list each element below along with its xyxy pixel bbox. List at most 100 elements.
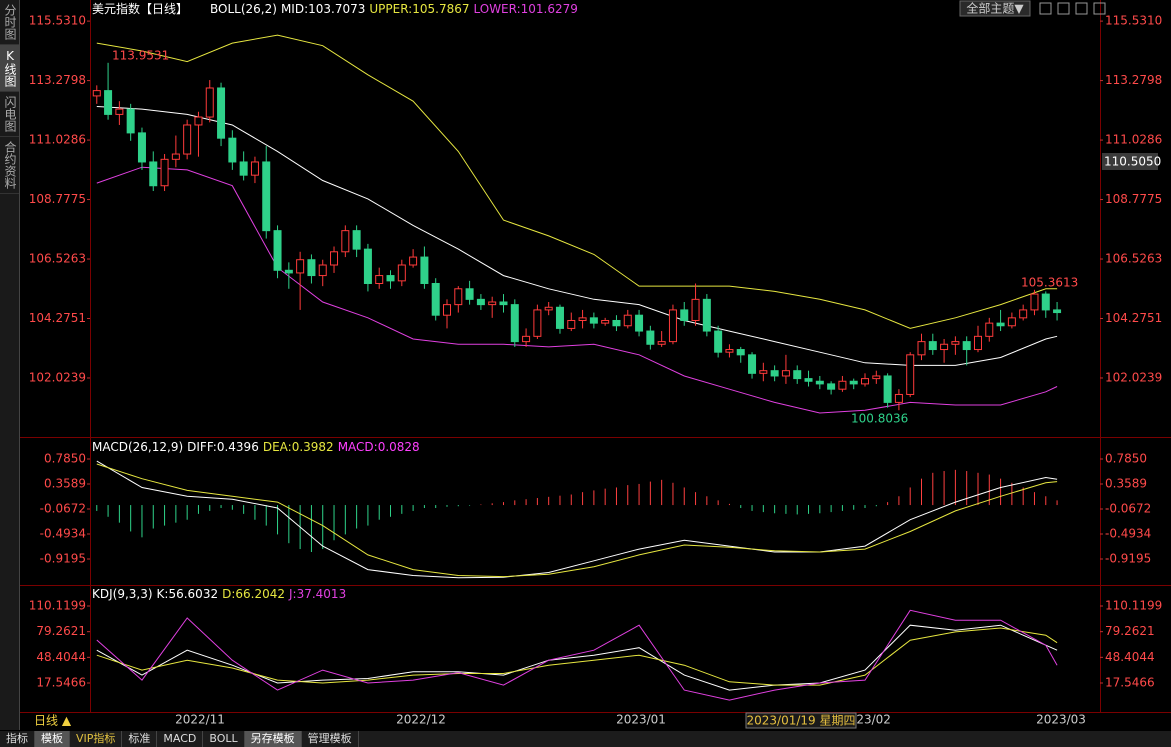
candle-body [589, 317, 598, 324]
y-tick-label: 104.2751 [29, 311, 86, 325]
panel-title: 美元指数【日线】 [92, 1, 188, 16]
candle-body [443, 304, 452, 316]
candle-body [239, 161, 248, 176]
candle-body [736, 349, 745, 356]
candle-body [262, 161, 271, 232]
crosshair-label-bg [745, 712, 857, 729]
legend-entry: LOWER:101.6279 [473, 2, 577, 16]
candle-body [465, 288, 474, 300]
y-tick-label: -0.0672 [1105, 502, 1151, 516]
y-tick-label: 108.7775 [29, 192, 86, 206]
side-tab[interactable]: K线图 [0, 45, 19, 92]
candle-body [894, 393, 903, 403]
y-tick-label: -0.0672 [40, 502, 86, 516]
candle-body [962, 341, 971, 351]
candle-body [375, 275, 384, 284]
candle-body [194, 116, 203, 126]
candle-body [928, 341, 937, 351]
candle-body [363, 248, 372, 284]
candle-body [623, 314, 632, 327]
tab[interactable]: 指标 [0, 731, 35, 747]
tab[interactable]: 另存模板 [244, 731, 302, 747]
candle-body [985, 322, 994, 337]
candle-body [307, 259, 316, 277]
side-tab[interactable]: 闪电图 [0, 92, 19, 137]
candle-body [1041, 293, 1050, 311]
indicator-line [96, 34, 1058, 329]
candle-body [171, 153, 180, 160]
y-tick-label: 113.2798 [29, 73, 86, 87]
y-tick-label: 0.3589 [1105, 477, 1147, 491]
sidebar: 分时图 K线图 闪电图 合约资料 [0, 0, 20, 730]
candle-body [137, 132, 146, 163]
candle-body [386, 275, 395, 282]
y-tick-label: 0.7850 [44, 452, 86, 466]
candle-body [578, 317, 587, 321]
candle-body [250, 161, 259, 176]
theme-button[interactable]: 全部主题▼ [966, 1, 1024, 16]
candle-body [759, 370, 768, 374]
toolbar-icon [1075, 2, 1088, 15]
candle-body [454, 288, 463, 306]
candle-body [917, 341, 926, 356]
candle-body [115, 108, 124, 115]
indicator-line [96, 624, 1058, 691]
y-tick-label: 102.0239 [29, 370, 86, 384]
panel-title: MACD(26,12,9) [92, 440, 183, 454]
candle-body [1053, 309, 1062, 314]
legend-entry: MACD:0.0828 [338, 440, 420, 454]
candle-body [612, 319, 621, 327]
candle-body [533, 309, 542, 337]
candle-body [330, 251, 339, 266]
candle-body [973, 335, 982, 351]
candle-body [149, 161, 158, 187]
candle-body [397, 264, 406, 282]
toolbar-icon [1057, 2, 1070, 15]
legend-entry: J:37.4013 [288, 587, 346, 601]
candle-body [668, 309, 677, 343]
candle-body [499, 301, 508, 306]
indicator-line [96, 463, 1058, 578]
candle-body [815, 380, 824, 385]
toolbar-icon [1039, 2, 1052, 15]
toolbar-icon [1093, 2, 1106, 15]
tab[interactable]: 管理模板 [302, 731, 359, 747]
candle-body [183, 124, 192, 155]
tab[interactable]: 模板 [35, 731, 70, 747]
candle-body [714, 330, 723, 353]
candle-body [906, 354, 915, 395]
period-selector[interactable]: 日线 ▲ [34, 714, 72, 728]
y-tick-label: 79.2621 [36, 624, 86, 638]
y-tick-label: 111.0286 [1105, 133, 1162, 147]
tab[interactable]: 标准 [122, 731, 158, 747]
side-tab[interactable]: 分时图 [0, 0, 19, 45]
indicator-name: BOLL(26,2) [210, 2, 277, 16]
candle-body [544, 306, 553, 311]
candle-body [217, 87, 226, 139]
indicator-line [96, 166, 1058, 414]
legend-entry: MID:103.7073 [281, 2, 365, 16]
tab[interactable]: BOLL [203, 731, 245, 747]
annotation: 100.8036 [851, 412, 908, 426]
current-price: 110.5050 [1104, 155, 1161, 169]
panel-header: MACD(26,12,9) DIFF:0.4396 DEA:0.3982 MACD:0… [92, 440, 420, 454]
y-tick-label: 104.2751 [1105, 311, 1162, 325]
legend-entry: UPPER:105.7867 [369, 2, 469, 16]
candle-body [1007, 317, 1016, 327]
tab[interactable]: VIP指标 [70, 731, 123, 747]
side-tab[interactable]: 合约资料 [0, 137, 19, 194]
candle-body [318, 264, 327, 277]
candle-body [861, 378, 870, 385]
y-tick-label: 48.4044 [36, 650, 86, 664]
candle-body [883, 375, 892, 403]
legend-entry: K:56.6032 [157, 587, 219, 601]
candle-body [748, 354, 757, 374]
candle-body [827, 383, 836, 390]
y-tick-label: 106.5263 [29, 252, 86, 266]
indicator-line [96, 106, 1058, 366]
tab[interactable]: MACD [157, 731, 204, 747]
candle-body [126, 108, 135, 134]
x-tick-label: 2022/12 [396, 713, 446, 727]
chart: 102.0239 102.0239 104.2751 104.2751 106.5263… [20, 0, 1171, 729]
